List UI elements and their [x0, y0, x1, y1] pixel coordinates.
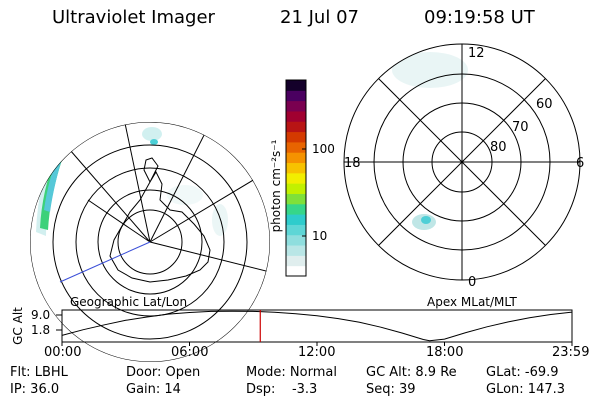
colorbar-gradient	[286, 80, 306, 277]
mode-info: Mode: Normal	[246, 365, 337, 380]
mlt-label-12: 12	[468, 46, 485, 61]
y-tick-bottom: 1.8	[31, 323, 51, 337]
colorbar-stripe	[286, 90, 306, 102]
altitude-series-line	[61, 310, 573, 342]
x-tick-0600: 06:00	[171, 345, 209, 360]
colorbar-stripe	[286, 265, 306, 277]
colorbar-tick-10: 10	[312, 229, 328, 243]
gain-info: Gain: 14	[126, 382, 181, 397]
x-tick-2359: 23:59	[552, 345, 590, 360]
geo-map-label: Geographic Lat/Lon	[70, 295, 188, 309]
colorbar-stripe	[286, 245, 306, 256]
colorbar-stripe	[286, 172, 306, 184]
gc-alt-info: GC Alt: 8.9 Re	[366, 365, 457, 380]
y-tick-top: 9.0	[31, 308, 51, 322]
altitude-chart	[56, 309, 573, 346]
seq-info: Seq: 39	[366, 382, 416, 397]
date-label: 21 Jul 07	[280, 7, 359, 28]
instrument-title: Ultraviolet Imager	[52, 7, 215, 28]
x-tick-0000: 00:00	[44, 345, 82, 360]
apex-map-label: Apex MLat/MLT	[427, 295, 517, 309]
colorbar-stripe	[286, 234, 306, 246]
mlat-label-70: 70	[512, 120, 529, 135]
y-axis-label: GC Alt	[11, 307, 25, 345]
mlt-label-0: 0	[468, 275, 477, 290]
colorbar-stripe	[286, 100, 306, 112]
door-info: Door: Open	[126, 365, 201, 380]
x-tick-1200: 12:00	[298, 345, 336, 360]
colorbar-stripe	[286, 110, 306, 122]
glon-info: GLon: 147.3	[486, 382, 566, 397]
mlat-label-80: 80	[490, 140, 507, 155]
colorbar-stripe	[286, 131, 306, 143]
dsp-info: Dsp: -3.3	[246, 382, 318, 397]
colorbar-stripe	[286, 162, 306, 174]
colorbar-stripe	[286, 224, 306, 236]
time-label: 09:19:58 UT	[424, 7, 535, 28]
colorbar-stripe	[286, 214, 306, 225]
colorbar-stripe	[286, 255, 306, 267]
apex-map	[343, 43, 581, 281]
colorbar-stripe	[286, 80, 306, 91]
x-axis-ticks	[61, 342, 573, 346]
colorbar-stripe	[286, 183, 306, 194]
mlat-label-60: 60	[536, 97, 553, 112]
geographic-map	[30, 122, 270, 362]
colorbar-tick-100: 100	[312, 142, 335, 156]
glat-info: GLat: -69.9	[486, 365, 559, 380]
x-tick-1800: 18:00	[426, 345, 464, 360]
mlt-label-18: 18	[344, 156, 361, 171]
apex-aurora-emission	[392, 52, 468, 230]
ip-info: IP: 36.0	[10, 382, 60, 397]
colorbar	[285, 79, 307, 277]
colorbar-stripe	[286, 141, 306, 153]
filter-info: Flt: LBHL	[10, 365, 68, 380]
colorbar-stripe	[286, 203, 306, 215]
colorbar-units-label: photon cm⁻²s⁻¹	[269, 139, 283, 233]
colorbar-stripe	[286, 121, 306, 133]
geo-aurora-emission	[36, 122, 228, 236]
mlt-label-6: 6	[576, 156, 585, 171]
colorbar-stripe	[286, 193, 306, 205]
colorbar-stripe	[286, 152, 306, 164]
